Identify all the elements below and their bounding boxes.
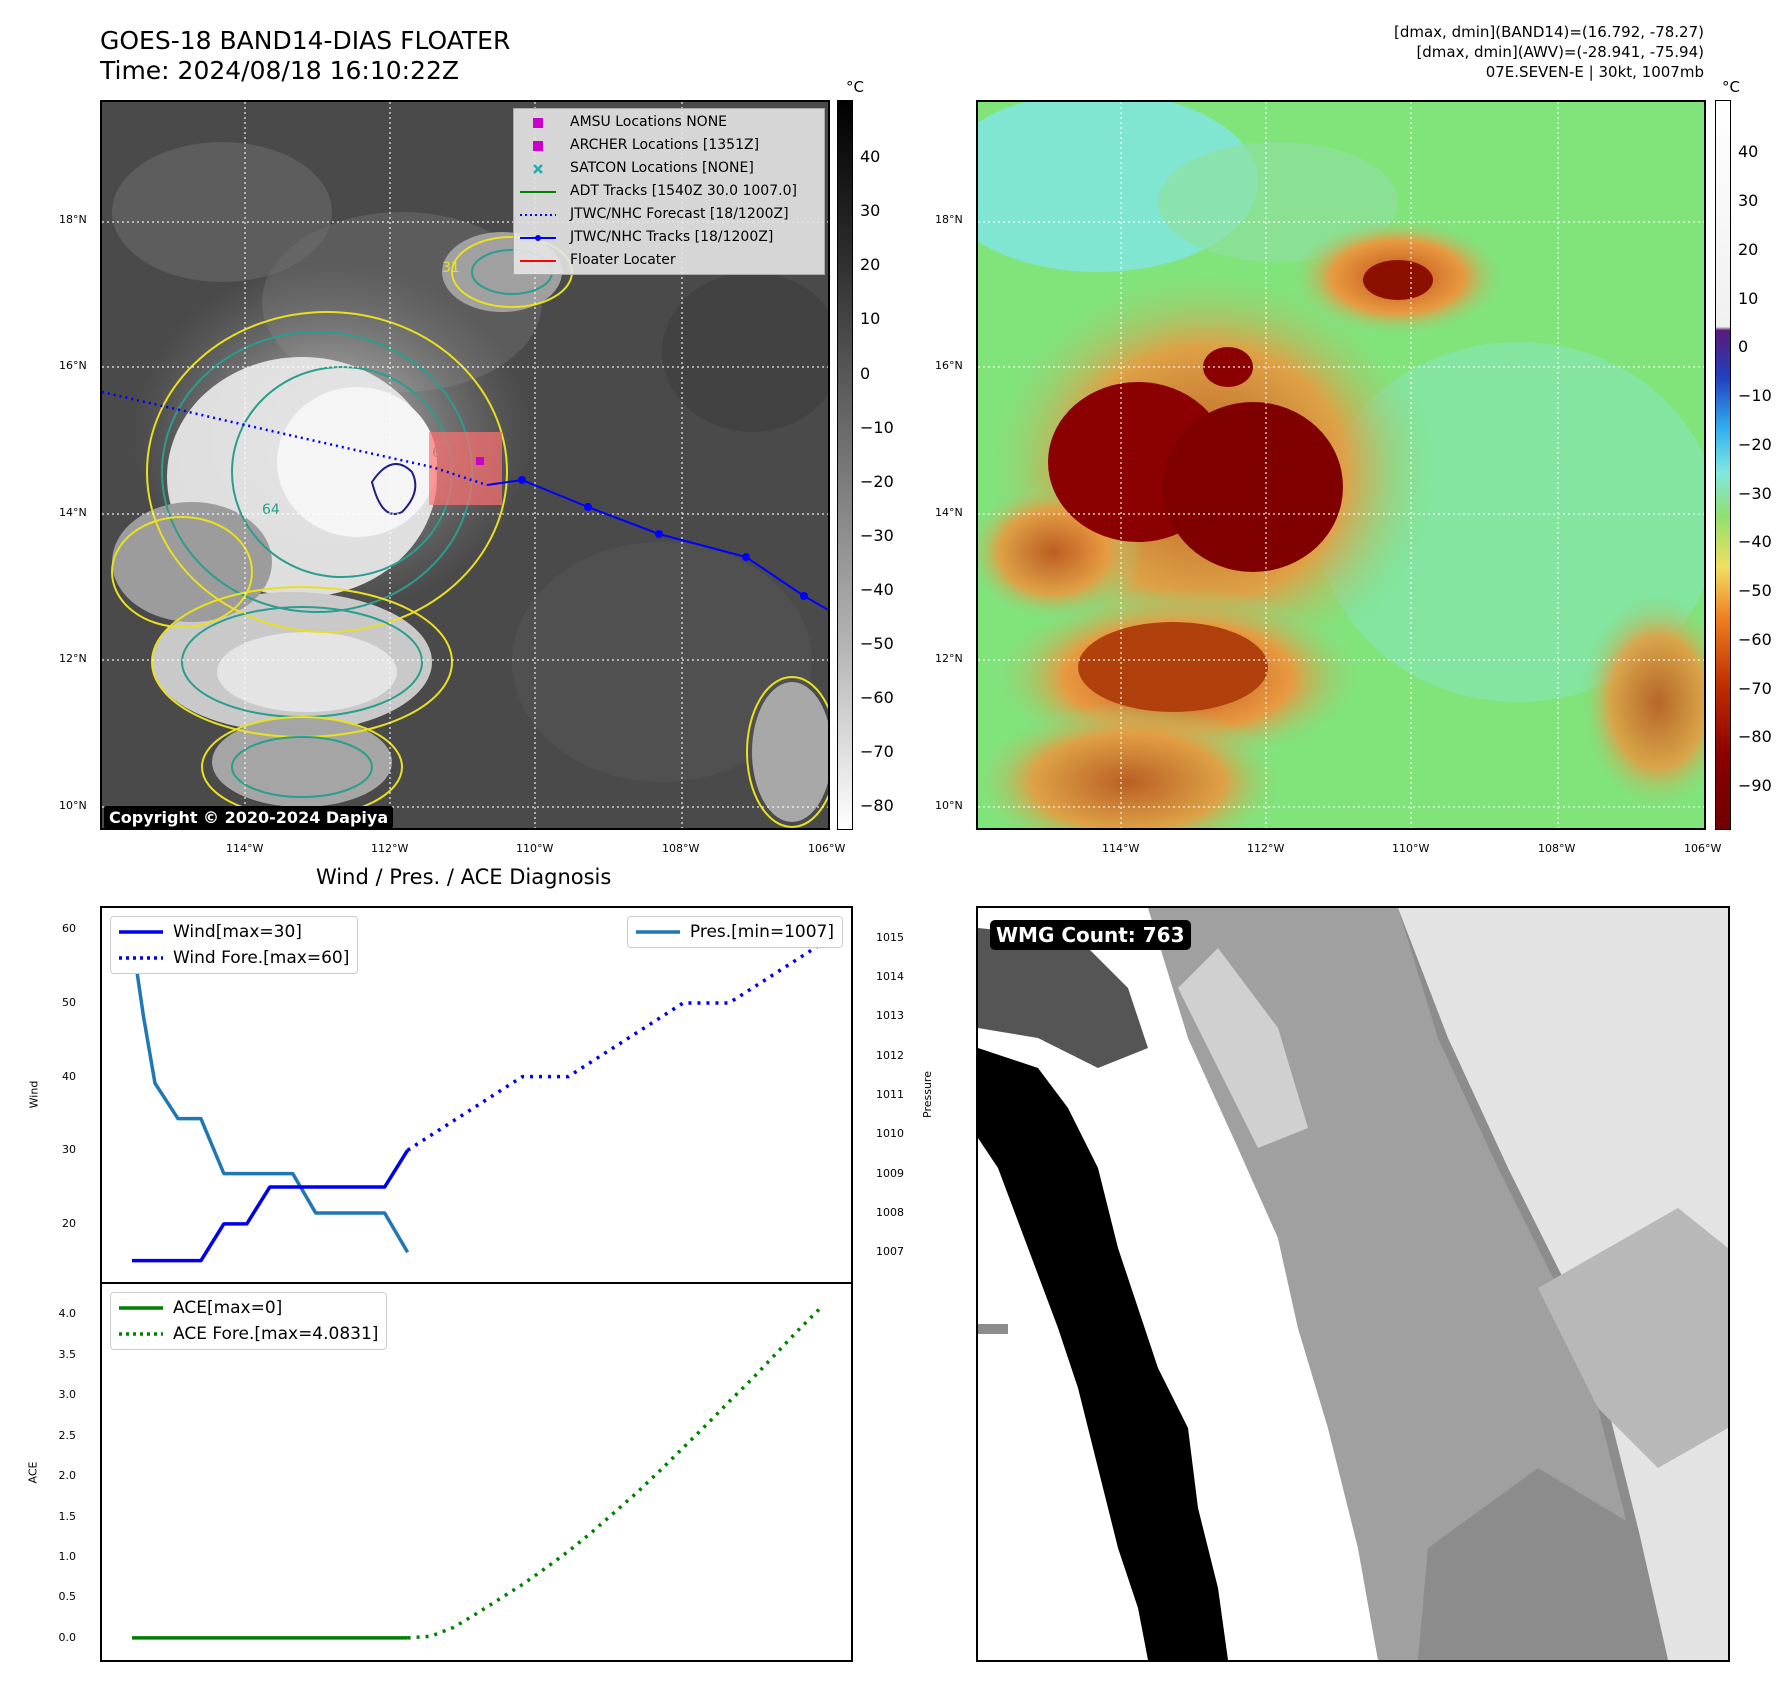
legend-floater: Floater Locater (520, 252, 676, 268)
pres-legend: Pres.[min=1007] (626, 916, 843, 948)
pres-tick-label: 1015 (876, 930, 904, 944)
pres-axis-label: Pressure (920, 1071, 934, 1118)
contour-label-64: 64 (262, 502, 280, 518)
pres-tick-label: 1013 (876, 1009, 904, 1023)
wmg-image (978, 908, 1728, 1660)
legend-adt: ADT Tracks [1540Z 30.0 1007.0] (520, 183, 797, 199)
awv-colorbar (1715, 100, 1731, 830)
wind-tick-label: 20 (62, 1216, 76, 1230)
pressure-line (130, 937, 410, 1254)
archer-location-marker (476, 457, 484, 465)
pres-tick-label: 1012 (876, 1048, 904, 1062)
wind-pres-panel: Wind[max=30] Wind Fore.[max=60] Pres.[mi… (100, 906, 853, 1284)
wind-tick-label: 60 (62, 922, 76, 936)
awv-colorbar-unit: °C (1722, 78, 1740, 96)
info-line-2: [dmax, dmin](AWV)=(-28.941, -75.94) (1416, 43, 1704, 61)
legend-pres-label: Pres.[min=1007] (689, 922, 834, 942)
ace-chart (132, 1306, 823, 1640)
diagnosis-title: Wind / Pres. / ACE Diagnosis (316, 865, 612, 889)
wmg-panel: WMG Count: 763 (976, 906, 1730, 1662)
ace-legend: ACE[max=0] ACE Fore.[max=4.0831] (110, 1292, 388, 1350)
jtwc-forecast-track (102, 390, 488, 487)
pres-tick-label: 1008 (876, 1205, 904, 1219)
wmg-count-badge: WMG Count: 763 (990, 920, 1191, 950)
pres-tick-label: 1009 (876, 1166, 904, 1180)
ace-tick-label: 0.5 (58, 1590, 77, 1604)
floater-locater-box (429, 432, 502, 505)
ace-tick-label: 3.5 (58, 1347, 77, 1361)
ir-legend: AMSU Locations NONE ARCHER Locations [13… (513, 108, 825, 275)
legend-forecast: JTWC/NHC Forecast [18/1200Z] (520, 206, 789, 222)
ace-tick-label: 2.0 (58, 1469, 77, 1483)
pres-tick-label: 1007 (876, 1245, 904, 1259)
awv-map (978, 102, 1704, 828)
ace-panel: ACE[max=0] ACE Fore.[max=4.0831] (100, 1282, 853, 1662)
wind-legend: Wind[max=30] Wind Fore.[max=60] (110, 916, 359, 974)
ir-colorbar-unit: °C (846, 78, 864, 96)
awv-map-panel (976, 100, 1706, 830)
title-line-2: Time: 2024/08/18 16:10:22Z (100, 56, 459, 85)
ace-tick-label: 3.0 (58, 1388, 77, 1402)
pres-tick-label: 1011 (876, 1088, 904, 1101)
title-line-1: GOES-18 BAND14-DIAS FLOATER (100, 26, 511, 55)
wind-tick-label: 30 (62, 1143, 76, 1157)
wind-tick-label: 40 (62, 1069, 76, 1083)
pres-tick-label: 1014 (876, 970, 904, 984)
ace-axis-label: ACE (26, 1461, 40, 1484)
wind-pres-chart (130, 937, 822, 1263)
legend-archer: ARCHER Locations [1351Z] (520, 134, 818, 157)
legend-ace-fore-label: ACE Fore.[max=4.0831] (173, 1324, 379, 1344)
legend-wind-fore-label: Wind Fore.[max=60] (173, 948, 350, 968)
legend-amsu: AMSU Locations NONE (520, 111, 818, 134)
ace-tick-label: 1.0 (58, 1549, 77, 1563)
info-line-1: [dmax, dmin](BAND14)=(16.792, -78.27) (1393, 23, 1704, 41)
copyright-badge: Copyright © 2020-2024 Dapiya (104, 806, 394, 828)
info-block: [dmax, dmin](BAND14)=(16.792, -78.27) [d… (1394, 22, 1704, 82)
jtwc-track-points (518, 476, 808, 600)
legend-satcon: SATCON Locations [NONE] (520, 157, 818, 180)
ace-tick-label: 2.5 (58, 1428, 77, 1442)
legend-wind-label: Wind[max=30] (173, 922, 302, 942)
ir-colorbar (837, 100, 853, 830)
info-line-3: 07E.SEVEN-E | 30kt, 1007mb (1485, 63, 1704, 81)
ace-tick-label: 4.0 (58, 1307, 77, 1321)
wind-forecast-line (406, 942, 822, 1152)
wind-tick-label: 50 (62, 995, 76, 1009)
wind-line (132, 1149, 410, 1263)
ace-forecast-line (407, 1306, 823, 1640)
wind-axis-label: Wind (27, 1080, 41, 1109)
pres-tick-label: 1010 (876, 1127, 904, 1141)
figure-title: GOES-18 BAND14-DIAS FLOATER Time: 2024/0… (100, 26, 510, 86)
ace-tick-label: 1.5 (58, 1509, 77, 1523)
contour-label-31: 31 (442, 260, 460, 276)
ace-tick-label: 0.0 (58, 1630, 77, 1644)
legend-ace-label: ACE[max=0] (173, 1298, 283, 1318)
ir-map-panel: 64 6 31 AMSU Location (100, 100, 830, 830)
legend-tracks: JTWC/NHC Tracks [18/1200Z] (520, 226, 818, 249)
